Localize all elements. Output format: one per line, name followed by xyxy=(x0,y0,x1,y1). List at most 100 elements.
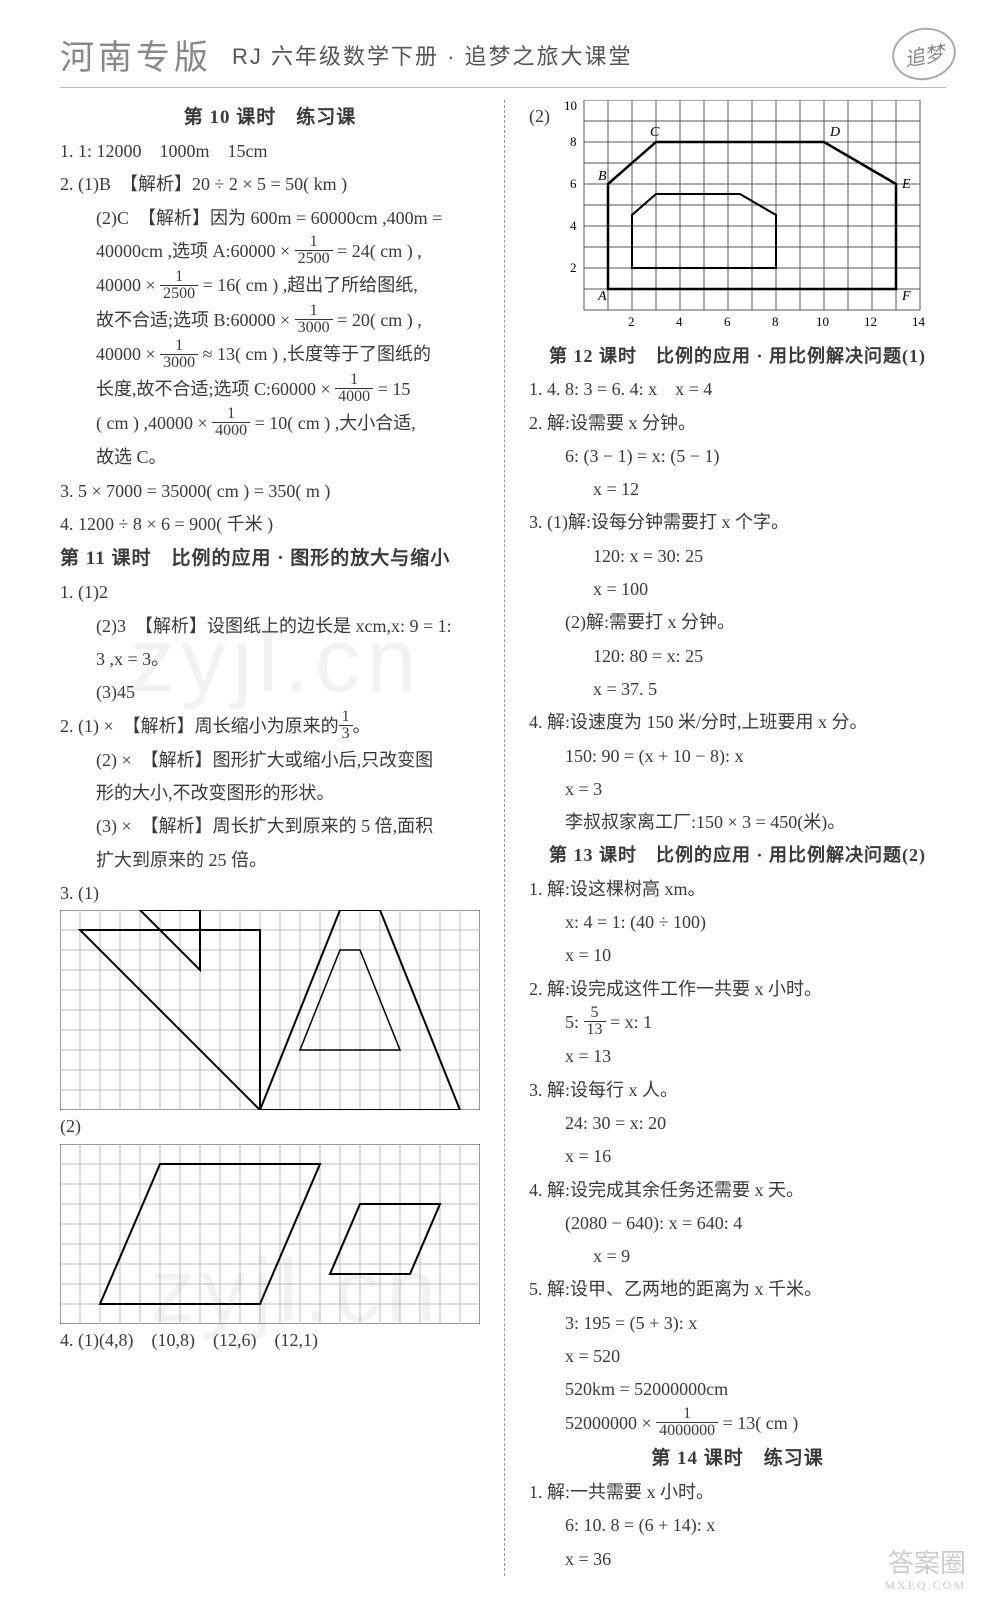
r13-q2c: x = 13 xyxy=(529,1040,946,1073)
r13-q5c: x = 520 xyxy=(529,1340,946,1373)
r14-q1a: 1. 解:一共需要 x 小时。 xyxy=(529,1476,946,1509)
l11-q4: 4. (1)(4,8) (10,8) (12,6) (12,1) xyxy=(60,1324,480,1357)
r13-q5e: 52000000 × 14000000 = 13( cm ) xyxy=(529,1407,946,1441)
right-column: (2) A B xyxy=(529,100,946,1576)
book-title: RJ 六年级数学下册 · 追梦之旅大课堂 xyxy=(232,39,633,71)
text: 52000000 × xyxy=(565,1413,656,1433)
corner-line1: 答案圈 xyxy=(884,1550,966,1579)
r12-q4d: 李叔叔家离工厂:150 × 3 = 450(米)。 xyxy=(529,806,946,839)
text: = 13( cm ) xyxy=(718,1413,798,1433)
fraction: 513 xyxy=(584,1005,606,1038)
svg-text:10: 10 xyxy=(816,314,829,329)
page-header: 河南专版 RJ 六年级数学下册 · 追梦之旅大课堂 xyxy=(60,30,946,79)
l-q2-2h: 故选 C。 xyxy=(60,441,480,474)
r12-q3-1a: 3. (1)解:设每分钟需要打 x 个字。 xyxy=(529,506,946,539)
fraction: 12500 xyxy=(160,269,198,302)
r12-q3-2a: (2)解:需要打 x 分钟。 xyxy=(529,606,946,639)
fraction: 14000 xyxy=(212,406,250,439)
l-q2-2a: (2)C 【解析】因为 600m = 60000cm ,400m = xyxy=(60,202,480,235)
l11-q3-2-label: (2) xyxy=(60,1110,480,1143)
r13-q5d: 520km = 52000000cm xyxy=(529,1373,946,1406)
column-divider xyxy=(504,100,505,1576)
fraction: 13000 xyxy=(160,338,198,371)
svg-text:8: 8 xyxy=(772,314,779,329)
r13-q4b: (2080 − 640): x = 640: 4 xyxy=(529,1207,946,1240)
r12-q2b: 6: (3 − 1) = x: (5 − 1) xyxy=(529,440,946,473)
l-q2-1: 2. (1)B 【解析】20 ÷ 2 × 5 = 50( km ) xyxy=(60,168,480,201)
r12-q2a: 2. 解:设需要 x 分钟。 xyxy=(529,407,946,440)
l-q2-2c: 40000 × 12500 = 16( cm ) ,超出了所给图纸, xyxy=(60,269,480,303)
r12-q4c: x = 3 xyxy=(529,773,946,806)
corner-line2: MXEQ.COM xyxy=(884,1579,966,1592)
r13-q1c: x = 10 xyxy=(529,939,946,972)
r12-q3-1c: x = 100 xyxy=(529,573,946,606)
svg-text:12: 12 xyxy=(864,314,877,329)
corner-watermark: 答案圈 MXEQ.COM xyxy=(884,1550,966,1592)
r13-q4a: 4. 解:设完成其余任务还需要 x 天。 xyxy=(529,1174,946,1207)
fraction: 13 xyxy=(339,709,353,742)
svg-text:A: A xyxy=(597,289,607,304)
chart-2-row: (2) A B xyxy=(529,100,946,340)
svg-text:4: 4 xyxy=(676,314,683,329)
l-q1: 1. 1: 12000 1000m 15cm xyxy=(60,135,480,168)
text: 长度,故不合适;选项 C:60000 × xyxy=(96,379,335,399)
l11-q1-2b: 3 ,x = 3。 xyxy=(60,643,480,676)
r12-q4b: 150: 90 = (x + 10 − 8): x xyxy=(529,740,946,773)
svg-text:2: 2 xyxy=(628,314,635,329)
text: 40000cm ,选项 A:60000 × xyxy=(96,241,295,261)
coordinate-chart: A B C D E F 2468101214 246810 xyxy=(554,100,934,340)
l11-q1-1: 1. (1)2 xyxy=(60,576,480,609)
r12-q3-1b: 120: x = 30: 25 xyxy=(529,540,946,573)
section-12-title: 第 12 课时 比例的应用 · 用比例解决问题(1) xyxy=(529,340,946,373)
l11-q2-1: 2. (1) × 【解析】周长缩小为原来的13。 xyxy=(60,710,480,744)
r12-q3-2b: 120: 80 = x: 25 xyxy=(529,640,946,673)
l11-q1-3: (3)45 xyxy=(60,676,480,709)
svg-text:6: 6 xyxy=(724,314,731,329)
text: 2. (1) × 【解析】周长缩小为原来的 xyxy=(60,716,339,736)
l11-q3-label: 3. (1) xyxy=(60,877,480,910)
svg-text:D: D xyxy=(829,125,840,140)
text: 5: xyxy=(565,1012,584,1032)
svg-text:10: 10 xyxy=(564,100,577,113)
l-q2-2f: 长度,故不合适;选项 C:60000 × 14000 = 15 xyxy=(60,373,480,407)
text: 40000 × xyxy=(96,344,160,364)
r13-q3c: x = 16 xyxy=(529,1140,946,1173)
section-14-title: 第 14 课时 练习课 xyxy=(529,1441,946,1476)
chart-2-label: (2) xyxy=(529,100,550,133)
text: 故不合适;选项 B:60000 × xyxy=(96,310,295,330)
text: ( cm ) ,40000 × xyxy=(96,413,212,433)
r13-q1a: 1. 解:设这棵树高 xm。 xyxy=(529,873,946,906)
l11-q1-2a: (2)3 【解析】设图纸上的边长是 xcm,x: 9 = 1: xyxy=(60,610,480,643)
l-q2-2d: 故不合适;选项 B:60000 × 13000 = 20( cm ) , xyxy=(60,304,480,338)
r12-q1: 1. 4. 8: 3 = 6. 4: x x = 4 xyxy=(529,373,946,406)
r14-q1b: 6: 10. 8 = (6 + 14): x xyxy=(529,1509,946,1542)
text: = 10( cm ) ,大小合适, xyxy=(250,413,416,433)
r13-q5b: 3: 195 = (5 + 3): x xyxy=(529,1307,946,1340)
svg-text:F: F xyxy=(901,289,911,304)
r13-q2b: 5: 513 = x: 1 xyxy=(529,1006,946,1040)
page: 河南专版 RJ 六年级数学下册 · 追梦之旅大课堂 追梦 zyjl.cn zyj… xyxy=(0,0,996,1616)
svg-text:8: 8 xyxy=(570,134,577,149)
grid-diagram-1 xyxy=(60,910,480,1110)
region-badge: 河南专版 xyxy=(60,30,212,79)
r13-q1b: x: 4 = 1: (40 ÷ 100) xyxy=(529,906,946,939)
l-q4: 4. 1200 ÷ 8 × 6 = 900( 千米 ) xyxy=(60,508,480,541)
l11-q2-3a: (3) × 【解析】周长扩大到原来的 5 倍,面积 xyxy=(60,810,480,843)
svg-text:E: E xyxy=(901,177,911,192)
svg-text:14: 14 xyxy=(912,314,926,329)
text: = 24( cm ) , xyxy=(333,241,422,261)
fraction: 14000 xyxy=(335,372,373,405)
svg-text:2: 2 xyxy=(570,260,577,275)
content-columns: 第 10 课时 练习课 1. 1: 12000 1000m 15cm 2. (1… xyxy=(60,100,946,1576)
text: ≈ 13( cm ) ,长度等于了图纸的 xyxy=(198,344,431,364)
text: = 16( cm ) ,超出了所给图纸, xyxy=(198,275,418,295)
r12-q3-2c: x = 37. 5 xyxy=(529,673,946,706)
r13-q3a: 3. 解:设每行 x 人。 xyxy=(529,1074,946,1107)
text: 40000 × xyxy=(96,275,160,295)
svg-text:B: B xyxy=(598,169,607,184)
text: = x: 1 xyxy=(606,1012,653,1032)
l11-q2-2a: (2) × 【解析】图形扩大或缩小后,只改变图 xyxy=(60,744,480,777)
r12-q4a: 4. 解:设速度为 150 米/分时,上班要用 x 分。 xyxy=(529,706,946,739)
r13-q2a: 2. 解:设完成这件工作一共要 x 小时。 xyxy=(529,973,946,1006)
svg-text:6: 6 xyxy=(570,176,577,191)
